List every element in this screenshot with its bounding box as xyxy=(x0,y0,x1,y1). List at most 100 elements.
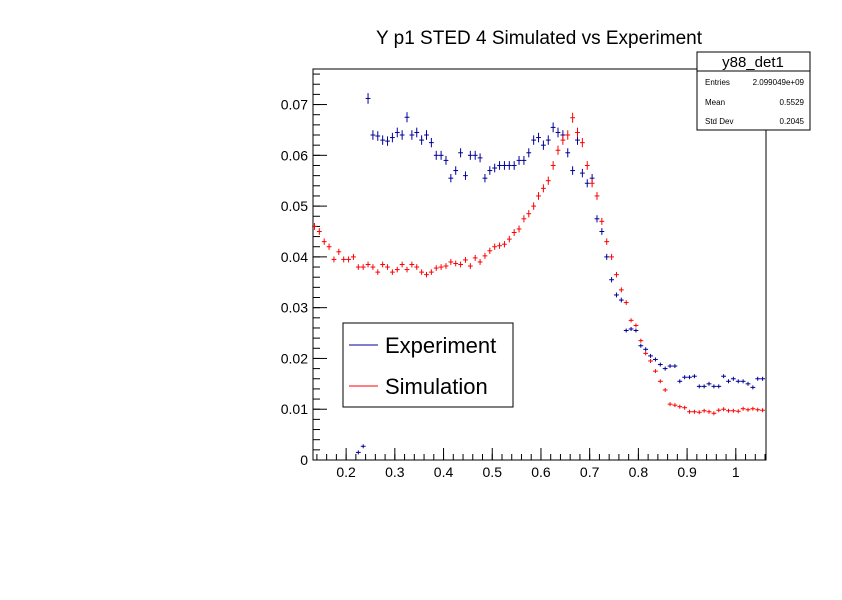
data-point xyxy=(740,406,746,411)
data-point xyxy=(385,264,390,270)
data-point xyxy=(565,148,571,158)
data-point xyxy=(482,174,488,183)
data-point xyxy=(643,351,649,356)
data-point xyxy=(706,381,712,386)
data-point xyxy=(599,228,605,235)
data-point xyxy=(487,247,493,254)
data-point xyxy=(696,384,702,389)
data-point xyxy=(540,140,546,150)
x-tick-label: 0.7 xyxy=(580,464,600,480)
data-point xyxy=(458,148,463,158)
data-point xyxy=(453,260,459,267)
data-point xyxy=(380,261,386,268)
data-point xyxy=(696,410,702,415)
data-point xyxy=(628,318,634,323)
data-point xyxy=(730,376,736,381)
data-point xyxy=(575,127,580,138)
legend: Experiment Simulation xyxy=(342,322,514,408)
data-point xyxy=(536,192,541,200)
data-point xyxy=(521,155,527,165)
data-point xyxy=(609,253,614,260)
data-point xyxy=(677,379,683,384)
stats-value-entries: 2.099049e+09 xyxy=(753,78,805,87)
data-point xyxy=(662,387,668,392)
data-point xyxy=(443,263,449,269)
data-point xyxy=(448,174,454,183)
data-point xyxy=(677,404,683,409)
data-point xyxy=(618,287,624,293)
data-point xyxy=(657,362,663,367)
data-point xyxy=(579,168,585,178)
data-point xyxy=(526,148,532,158)
x-tick-label: 0.6 xyxy=(531,464,551,480)
data-point xyxy=(735,409,741,414)
data-point xyxy=(404,266,410,273)
data-point xyxy=(721,374,727,379)
data-point xyxy=(506,235,512,243)
data-point xyxy=(448,259,454,265)
data-point xyxy=(419,135,425,145)
data-point xyxy=(521,215,527,223)
data-point xyxy=(433,150,439,160)
y-tick-label: 0.07 xyxy=(281,97,308,113)
data-point xyxy=(750,385,756,390)
data-point xyxy=(584,161,590,170)
data-point xyxy=(614,271,619,278)
x-tick-label: 0.9 xyxy=(677,464,697,480)
data-point xyxy=(760,376,765,381)
data-point xyxy=(716,384,722,389)
data-point xyxy=(394,127,400,138)
data-point xyxy=(638,338,644,343)
legend-frame xyxy=(342,322,514,408)
stats-title: y88_det1 xyxy=(722,54,784,71)
data-point xyxy=(760,408,765,413)
data-point xyxy=(745,381,751,386)
data-point xyxy=(511,229,517,236)
data-point xyxy=(545,135,551,145)
data-point xyxy=(730,408,736,413)
data-point xyxy=(701,408,707,413)
data-point xyxy=(516,155,522,165)
data-point xyxy=(414,127,420,138)
data-point xyxy=(399,261,405,268)
data-point xyxy=(370,130,376,140)
data-point xyxy=(755,376,761,381)
y-tick-label: 0 xyxy=(300,452,308,468)
data-point xyxy=(594,215,600,223)
x-tick-label: 0.2 xyxy=(336,464,356,480)
data-point xyxy=(482,252,488,259)
data-point xyxy=(560,135,566,145)
data-point xyxy=(667,402,673,407)
data-point xyxy=(721,407,727,412)
data-point xyxy=(662,366,668,371)
data-point xyxy=(409,130,415,140)
data-point xyxy=(385,136,390,146)
data-point xyxy=(394,266,400,273)
y-tick-label: 0.03 xyxy=(281,300,308,316)
data-point xyxy=(618,297,624,303)
data-point xyxy=(750,406,756,411)
data-point xyxy=(477,153,483,163)
data-point xyxy=(414,264,420,270)
data-point xyxy=(477,259,483,265)
data-point xyxy=(623,300,629,305)
x-tick-label: 1 xyxy=(732,464,740,480)
data-point xyxy=(463,256,468,263)
data-point xyxy=(360,444,366,449)
data-point xyxy=(755,407,761,412)
data-point xyxy=(667,364,673,369)
data-point xyxy=(399,130,405,140)
data-point xyxy=(502,161,507,170)
data-point xyxy=(526,210,532,218)
data-point xyxy=(550,161,556,170)
data-point xyxy=(653,357,658,362)
data-point xyxy=(497,242,502,249)
series-simulation xyxy=(312,112,765,416)
data-point xyxy=(735,379,741,384)
x-tick-label: 0.4 xyxy=(434,464,454,480)
y-tick-label: 0.01 xyxy=(281,401,308,417)
data-point xyxy=(502,241,507,248)
data-point xyxy=(316,228,322,235)
data-point xyxy=(657,379,663,384)
chart-title: Y p1 STED 4 Simulated vs Experiment xyxy=(376,28,703,49)
